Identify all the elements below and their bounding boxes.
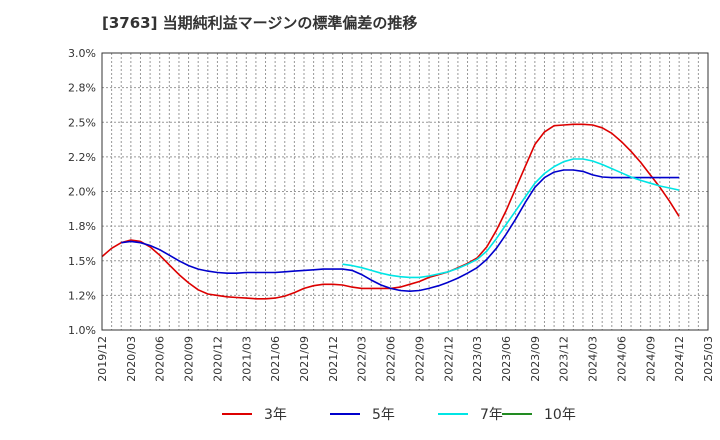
x-tick-label: 2024/06 <box>615 336 628 382</box>
x-tick-label: 2021/03 <box>240 336 253 382</box>
legend: 3年 5年 7年 10年 <box>222 407 576 423</box>
x-tick-label: 2024/09 <box>644 336 657 382</box>
plot-area <box>102 53 708 330</box>
x-tick-label: 2022/12 <box>442 336 455 382</box>
x-tick-label: 2020/06 <box>154 336 167 382</box>
y-axis-ticks: 1.0% 1.2% 1.5% 1.8% 2.0% 2.2% 2.5% 2.8% 3.0% <box>68 47 96 337</box>
x-tick-label: 2021/12 <box>327 336 340 382</box>
x-tick-label: 2022/09 <box>413 336 426 382</box>
plot-border <box>101 52 709 331</box>
x-tick-label: 2021/09 <box>298 336 311 382</box>
legend-label: 10年 <box>544 407 576 423</box>
x-tick-label: 2023/06 <box>500 336 513 382</box>
grid-lines <box>102 53 708 330</box>
legend-label: 7年 <box>480 407 503 423</box>
series-lines <box>101 123 680 300</box>
x-tick-label: 2022/06 <box>385 336 398 382</box>
x-tick-label: 2023/09 <box>529 336 542 382</box>
x-tick-label: 2023/12 <box>558 336 571 382</box>
x-tick-label: 2021/06 <box>269 336 282 382</box>
x-tick-label: 2019/12 <box>96 336 109 382</box>
y-tick-label: 2.5% <box>68 116 96 129</box>
x-tick-label: 2024/03 <box>587 336 600 382</box>
x-tick-label: 2020/09 <box>183 336 196 382</box>
x-axis-ticks: 2019/12 2020/03 2020/06 2020/09 2020/12 2021/… <box>96 336 715 382</box>
y-tick-label: 2.8% <box>68 82 96 95</box>
y-tick-label: 2.2% <box>68 151 96 164</box>
x-tick-label: 2022/03 <box>356 336 369 382</box>
legend-label: 5年 <box>372 407 395 423</box>
y-tick-label: 2.0% <box>68 186 96 199</box>
x-tick-label: 2024/12 <box>673 336 686 382</box>
y-tick-label: 1.2% <box>68 289 96 302</box>
chart-title: [3763] 当期純利益マージンの標準偏差の推移 <box>102 14 418 32</box>
y-tick-label: 1.8% <box>68 220 96 233</box>
x-tick-label: 2025/03 <box>702 336 715 382</box>
x-tick-label: 2020/12 <box>211 336 224 382</box>
series-line <box>121 169 680 293</box>
y-tick-label: 1.0% <box>68 324 96 337</box>
series-line <box>342 158 680 279</box>
y-tick-label: 3.0% <box>68 47 96 60</box>
x-tick-label: 2023/03 <box>471 336 484 382</box>
legend-label: 3年 <box>264 407 287 423</box>
x-tick-label: 2020/03 <box>125 336 138 382</box>
y-tick-label: 1.5% <box>68 255 96 268</box>
